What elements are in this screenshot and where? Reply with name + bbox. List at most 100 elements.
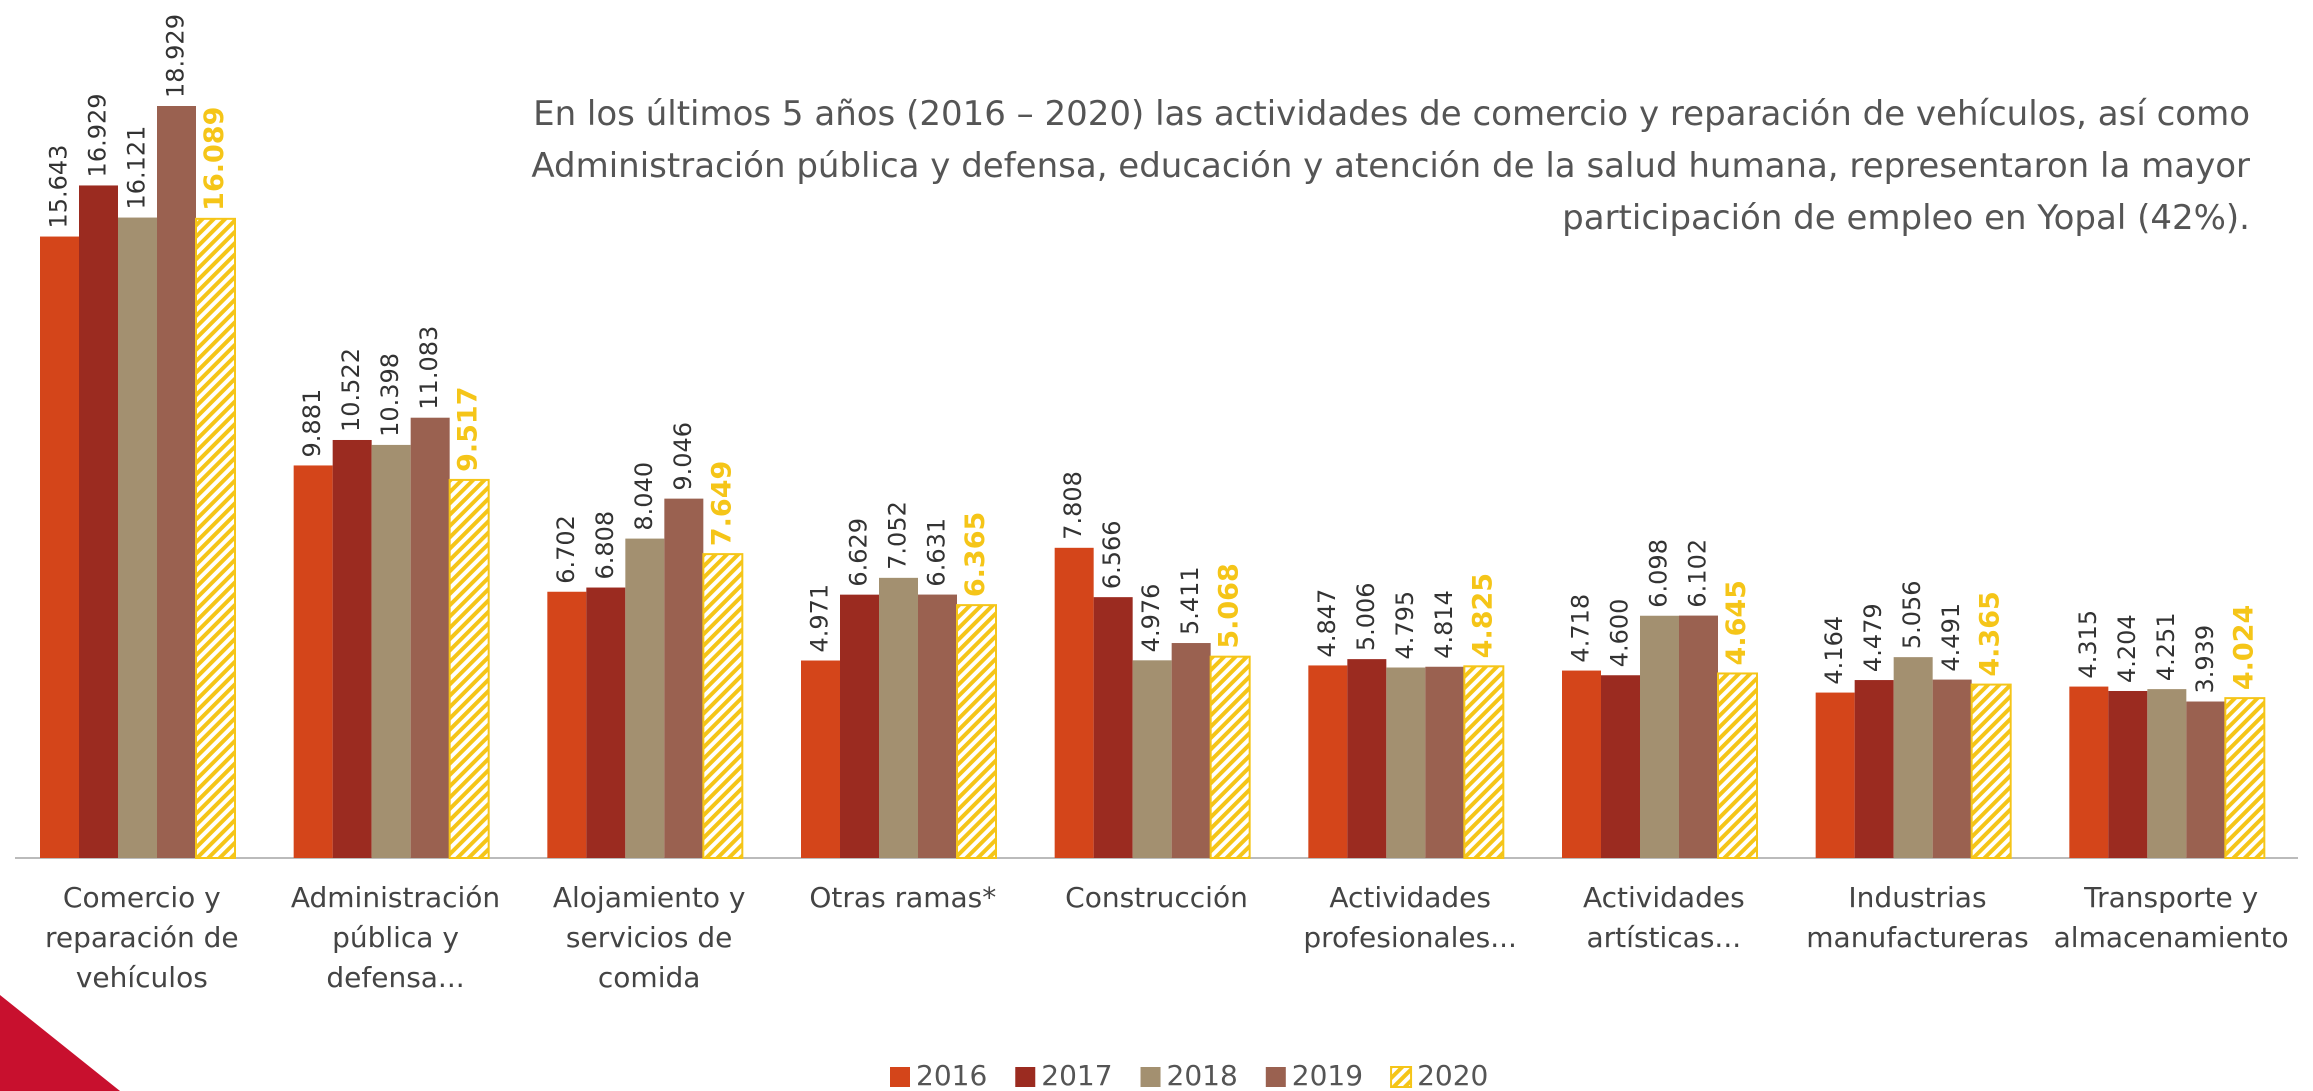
bar <box>1171 643 1211 858</box>
value-label: 4.365 <box>1975 591 2006 676</box>
value-label: 8.040 <box>630 462 658 531</box>
value-label: 6.098 <box>1645 539 1673 608</box>
x-tick-label: Actividades profesionales... <box>1303 881 1517 954</box>
bar <box>664 498 704 858</box>
bar <box>2147 689 2187 858</box>
bar <box>1347 659 1387 858</box>
x-tick-label: Actividades artísticas... <box>1582 881 1745 954</box>
value-label: 5.068 <box>1214 563 1245 648</box>
value-label: 5.056 <box>1898 580 1926 649</box>
value-label: 10.522 <box>337 348 365 432</box>
value-label: 4.847 <box>1313 589 1341 658</box>
value-label: 6.365 <box>960 512 991 597</box>
value-label: 3.939 <box>2191 625 2219 694</box>
bar <box>1854 680 1894 858</box>
legend-swatch <box>1140 1067 1161 1087</box>
value-label: 4.976 <box>1137 584 1165 653</box>
value-label: 4.825 <box>1467 573 1498 658</box>
value-label: 11.083 <box>415 326 443 410</box>
bar <box>1054 547 1094 858</box>
bar <box>1132 660 1172 858</box>
legend-label: 2017 <box>1041 1059 1112 1091</box>
value-label: 6.702 <box>552 515 580 584</box>
value-label: 9.517 <box>453 387 484 472</box>
legend-label: 2018 <box>1167 1059 1238 1091</box>
value-label: 9.046 <box>669 422 697 491</box>
value-label: 15.643 <box>45 145 73 229</box>
legend-swatch <box>1265 1067 1286 1087</box>
bar <box>448 478 490 859</box>
value-label: 4.315 <box>2074 610 2102 679</box>
bar <box>79 185 118 858</box>
value-label: 6.566 <box>1098 520 1126 589</box>
bar <box>1640 615 1679 858</box>
chart-title: En los últimos 5 años (2016 – 2020) las … <box>531 94 2250 238</box>
value-label: 4.024 <box>2228 605 2259 690</box>
bar <box>332 439 372 858</box>
bar <box>2186 701 2226 858</box>
bar <box>2108 690 2148 858</box>
value-label: 7.649 <box>706 461 737 546</box>
value-label: 4.645 <box>1721 580 1752 665</box>
value-label: 9.881 <box>298 389 326 458</box>
bar <box>1308 665 1348 858</box>
legend-label: 2019 <box>1292 1059 1363 1091</box>
value-label: 18.929 <box>162 14 190 98</box>
bar <box>157 106 196 858</box>
value-label: 10.398 <box>376 353 404 437</box>
value-label: 7.808 <box>1059 471 1087 540</box>
x-tick-label: Otras ramas* <box>809 881 997 914</box>
value-label: 7.052 <box>884 501 912 570</box>
bar <box>293 465 333 858</box>
bar <box>918 594 957 858</box>
bar <box>1815 692 1855 858</box>
value-label: 4.600 <box>1606 599 1634 668</box>
bar <box>1679 615 1718 858</box>
value-label: 6.631 <box>923 518 951 587</box>
bar <box>410 417 450 858</box>
bar <box>547 591 587 858</box>
value-label: 4.795 <box>1391 591 1419 660</box>
x-tick-label: Construcción <box>1065 881 1248 914</box>
value-label: 16.121 <box>123 126 151 210</box>
legend-label: 2020 <box>1417 1059 1488 1091</box>
bar <box>625 538 665 858</box>
bar <box>1386 667 1426 858</box>
value-label: 6.629 <box>845 518 873 587</box>
bar <box>118 217 157 858</box>
bar <box>2069 686 2109 858</box>
bar <box>195 217 236 860</box>
bar <box>879 577 918 858</box>
value-label: 4.814 <box>1430 590 1458 659</box>
bar <box>1425 666 1465 858</box>
legend-swatch <box>1390 1066 1413 1088</box>
bar <box>1717 672 1758 859</box>
value-label: 6.102 <box>1684 539 1712 608</box>
value-label: 4.164 <box>1820 616 1848 685</box>
bar <box>702 553 744 860</box>
legend-swatch <box>1015 1067 1036 1087</box>
bar <box>840 594 879 858</box>
value-label: 4.971 <box>806 584 834 653</box>
bar <box>1463 665 1505 860</box>
corner-decoration <box>0 995 120 1091</box>
bar <box>586 587 626 858</box>
value-label: 6.808 <box>591 511 619 580</box>
x-tick-label: Administración pública y defensa... <box>290 881 501 994</box>
value-label: 4.479 <box>1859 603 1887 672</box>
bar <box>1209 655 1251 859</box>
value-label: 16.089 <box>199 107 230 211</box>
x-tick-label: Industrias manufactureras <box>1806 881 2029 954</box>
bar <box>2224 697 2266 860</box>
value-label: 4.204 <box>2113 614 2141 683</box>
bar <box>1093 597 1133 858</box>
bar <box>1562 670 1601 858</box>
x-tick-label: Alojamiento y servicios de comida <box>552 881 746 994</box>
value-label: 4.491 <box>1937 603 1965 672</box>
bar <box>40 236 79 858</box>
value-label: 5.006 <box>1352 582 1380 651</box>
x-tick-label: Transporte y almacenamiento <box>2053 881 2289 954</box>
bar <box>1932 679 1972 858</box>
